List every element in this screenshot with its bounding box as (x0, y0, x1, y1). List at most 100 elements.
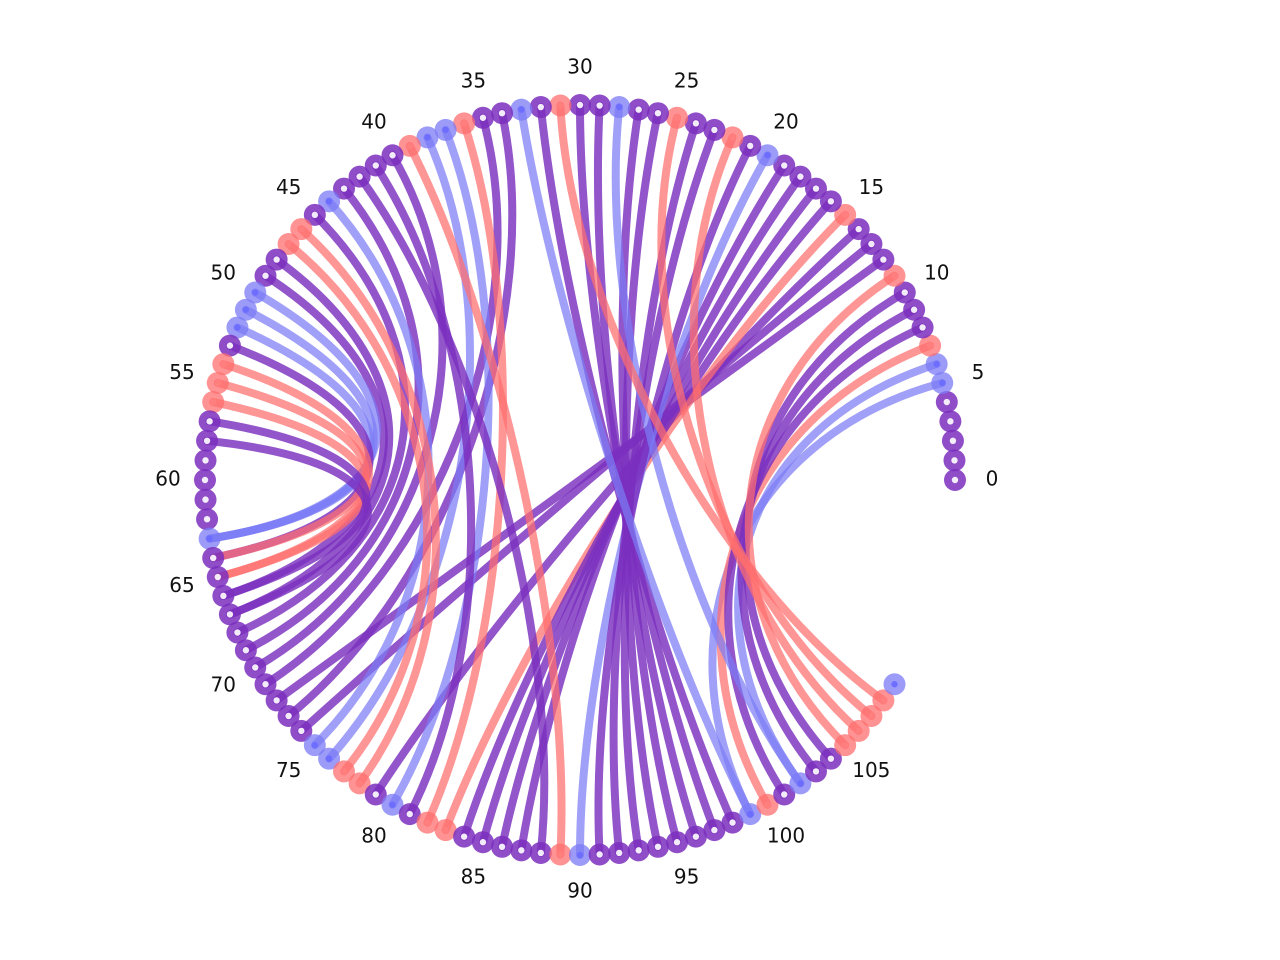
node-85 (471, 831, 494, 854)
node-62-center (203, 515, 211, 523)
node-105-center (841, 741, 849, 749)
node-106 (847, 719, 870, 742)
node-12 (872, 248, 895, 271)
link-35-71 (261, 113, 502, 689)
node-58 (196, 429, 219, 452)
node-47-center (285, 240, 292, 248)
node-73-center (285, 712, 292, 720)
node-60 (194, 469, 216, 491)
node-107-center (868, 712, 875, 720)
link-28-102 (611, 103, 805, 788)
node-66 (212, 584, 235, 607)
node-103-center (812, 768, 820, 775)
node-26-center (654, 109, 662, 117)
node-10-center (901, 289, 908, 296)
node-72-center (273, 697, 280, 704)
node-48-center (273, 256, 280, 263)
node-97-center (711, 826, 718, 834)
node-80 (381, 793, 404, 816)
node-16 (819, 190, 842, 213)
node-91 (588, 843, 611, 866)
tick-label-80: 80 (361, 823, 386, 847)
node-49-center (262, 272, 269, 279)
node-19-center (781, 162, 788, 169)
node-44 (318, 190, 341, 213)
node-59 (194, 449, 217, 472)
node-32-center (537, 103, 545, 111)
node-2-center (949, 437, 957, 445)
node-6 (925, 353, 948, 376)
node-58-center (203, 437, 211, 445)
node-100 (756, 793, 779, 816)
node-18-center (797, 173, 804, 180)
node-11-center (891, 272, 898, 279)
node-74 (290, 719, 313, 742)
node-43-center (340, 185, 348, 192)
node-7 (919, 334, 942, 357)
node-71 (254, 673, 277, 696)
node-9 (903, 298, 926, 321)
node-14-center (855, 225, 862, 233)
node-1 (943, 449, 966, 472)
node-96 (684, 825, 707, 848)
node-26 (646, 102, 669, 125)
node-42-center (356, 173, 363, 180)
node-82 (416, 811, 439, 834)
node-40 (381, 144, 404, 167)
links-layer (203, 101, 947, 859)
tick-labels-layer: 0 5 10 15 20 25 30 35 40 45 50 55 60 65 70 75 80 85 90 95 10… (155, 55, 998, 903)
node-0 (944, 469, 966, 491)
node-44-center (325, 198, 333, 205)
node-18 (789, 165, 812, 188)
node-19 (773, 154, 796, 177)
tick-label-85: 85 (461, 864, 486, 888)
node-102-center (797, 780, 804, 787)
node-25 (666, 106, 689, 129)
node-98 (721, 811, 744, 834)
link-46-78 (297, 225, 440, 788)
node-49 (254, 264, 277, 287)
link-37-80 (388, 125, 493, 809)
node-53 (218, 334, 241, 357)
node-109 (883, 673, 906, 696)
node-53-center (226, 342, 234, 349)
node-50 (244, 281, 267, 304)
node-32 (529, 96, 552, 119)
node-17-center (812, 185, 820, 192)
node-41 (364, 154, 387, 177)
node-28 (608, 96, 631, 119)
node-16-center (827, 198, 835, 205)
node-15-center (841, 211, 849, 219)
node-108 (872, 689, 895, 712)
node-81 (398, 803, 421, 826)
tick-label-0: 0 (986, 467, 999, 491)
node-62 (196, 508, 219, 531)
node-51 (234, 298, 257, 321)
node-35 (471, 106, 494, 129)
node-97 (703, 819, 726, 842)
node-64-center (209, 554, 217, 562)
tick-label-105: 105 (852, 758, 890, 782)
node-45 (303, 203, 326, 226)
node-55-center (214, 379, 221, 387)
node-38 (416, 126, 439, 149)
node-78 (348, 772, 371, 795)
node-36-center (460, 120, 468, 127)
node-37-center (442, 126, 449, 134)
node-67-center (226, 611, 234, 618)
node-2 (941, 429, 964, 452)
node-83-center (442, 826, 449, 834)
node-35-center (479, 114, 487, 121)
node-64 (202, 546, 225, 569)
tick-label-100: 100 (767, 823, 805, 847)
node-21-center (747, 142, 754, 150)
node-65 (206, 566, 229, 589)
link-24-93 (620, 119, 700, 855)
node-63-center (206, 535, 213, 542)
node-5 (931, 371, 954, 394)
node-96-center (692, 833, 700, 840)
node-59-center (202, 457, 209, 464)
tick-label-20: 20 (773, 110, 798, 134)
node-76 (318, 747, 341, 770)
node-68 (226, 621, 249, 644)
